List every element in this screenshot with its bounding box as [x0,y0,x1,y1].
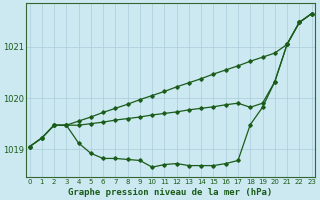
X-axis label: Graphe pression niveau de la mer (hPa): Graphe pression niveau de la mer (hPa) [68,188,273,197]
